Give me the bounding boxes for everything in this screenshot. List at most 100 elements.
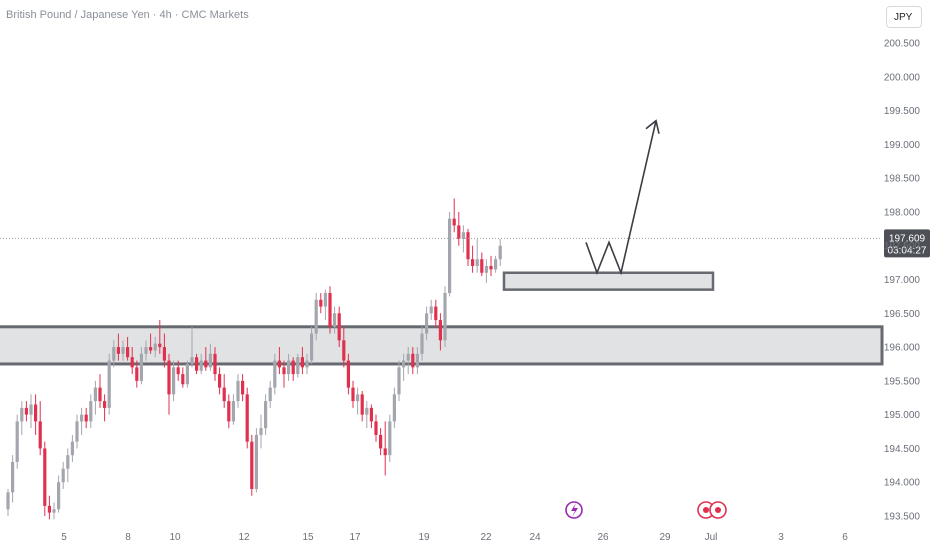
candle-body: [392, 394, 396, 422]
candle: [498, 238, 502, 266]
candle-body: [411, 353, 415, 368]
candle: [24, 401, 28, 422]
last-price-value: 197.609: [889, 233, 926, 244]
candle-body: [323, 293, 327, 307]
candle: [107, 353, 111, 415]
candle: [61, 461, 65, 489]
y-tick-label: 193.500: [884, 512, 921, 523]
candle: [411, 347, 415, 375]
candle-body: [420, 333, 424, 354]
x-tick-label: 6: [842, 532, 848, 543]
candle: [383, 421, 387, 476]
candle: [208, 343, 212, 371]
candle: [135, 360, 139, 388]
candle-body: [195, 357, 199, 371]
candle: [489, 255, 493, 277]
candle-body: [66, 455, 70, 469]
candle-body: [475, 259, 479, 266]
candle: [11, 455, 15, 503]
candle: [452, 198, 456, 233]
candles: [6, 198, 502, 520]
candle: [420, 326, 424, 361]
candle: [434, 299, 438, 327]
candle-body: [162, 347, 166, 361]
candle-body: [204, 360, 208, 368]
candle: [236, 374, 240, 408]
candle-body: [448, 218, 452, 294]
candle-body: [57, 482, 61, 510]
candle: [38, 401, 42, 456]
y-tick-label: 196.500: [884, 309, 921, 320]
candle-body: [277, 360, 281, 368]
candle-body: [300, 357, 304, 368]
demand-zone: [502, 271, 715, 291]
candle: [52, 502, 56, 520]
candle: [250, 434, 254, 496]
candle: [15, 414, 19, 469]
candle-body: [471, 259, 475, 266]
candle-body: [310, 333, 314, 361]
candle: [75, 414, 79, 449]
candle: [116, 333, 120, 361]
candle-body: [116, 347, 120, 354]
candle-body: [402, 360, 406, 368]
candle: [379, 428, 383, 456]
candle-body: [342, 340, 346, 361]
candle-body: [457, 225, 461, 239]
candle-body: [328, 293, 332, 327]
candle-body: [34, 404, 38, 422]
candle-body: [47, 505, 51, 513]
y-tick-label: 194.000: [884, 478, 921, 489]
candle: [365, 401, 369, 429]
candle-body: [268, 387, 272, 402]
candle: [89, 394, 93, 429]
candle: [70, 434, 74, 462]
time-axis: 5 8 10 12 15 17 19 22 24 26 29 Jul 3 6: [61, 532, 848, 543]
candle-body: [89, 401, 93, 422]
candle: [342, 326, 346, 368]
y-tick-label: 198.000: [884, 207, 921, 218]
candle-body: [489, 265, 493, 270]
candle-body: [231, 401, 235, 422]
flash-event-icon: [565, 501, 583, 519]
candle-body: [383, 448, 387, 456]
candle-body: [167, 360, 171, 395]
candle: [98, 374, 102, 408]
candle: [162, 333, 166, 368]
x-tick-label: 29: [659, 532, 671, 543]
candle: [190, 326, 194, 368]
candle-body: [43, 448, 47, 506]
x-tick-label: 24: [529, 532, 541, 543]
event-dot-2: [715, 507, 721, 513]
candle: [448, 211, 452, 297]
candle-body: [61, 468, 65, 483]
x-tick-label: Jul: [705, 532, 718, 543]
candle-body: [176, 367, 180, 375]
candle: [337, 306, 341, 348]
candle: [461, 225, 465, 253]
candle: [245, 387, 249, 449]
x-tick-label: 22: [480, 532, 492, 543]
candle-body: [130, 357, 134, 368]
y-tick-label: 197.500: [884, 241, 921, 252]
candle-body: [484, 265, 488, 273]
candle: [66, 448, 70, 483]
candle: [6, 488, 10, 516]
currency-button[interactable]: JPY: [886, 6, 922, 28]
candle-body: [139, 353, 143, 381]
arrow-head: [645, 119, 660, 134]
candle-body: [236, 380, 240, 402]
candle: [388, 414, 392, 462]
candle: [199, 353, 203, 375]
candle-body: [158, 343, 162, 348]
candle-body: [84, 414, 88, 422]
candle: [319, 293, 323, 314]
candle: [480, 252, 484, 277]
candle: [268, 380, 272, 408]
candle-body: [466, 232, 470, 260]
candle-body: [379, 434, 383, 449]
candle-body: [149, 347, 153, 351]
candle-body: [245, 394, 249, 442]
candle: [287, 353, 291, 381]
